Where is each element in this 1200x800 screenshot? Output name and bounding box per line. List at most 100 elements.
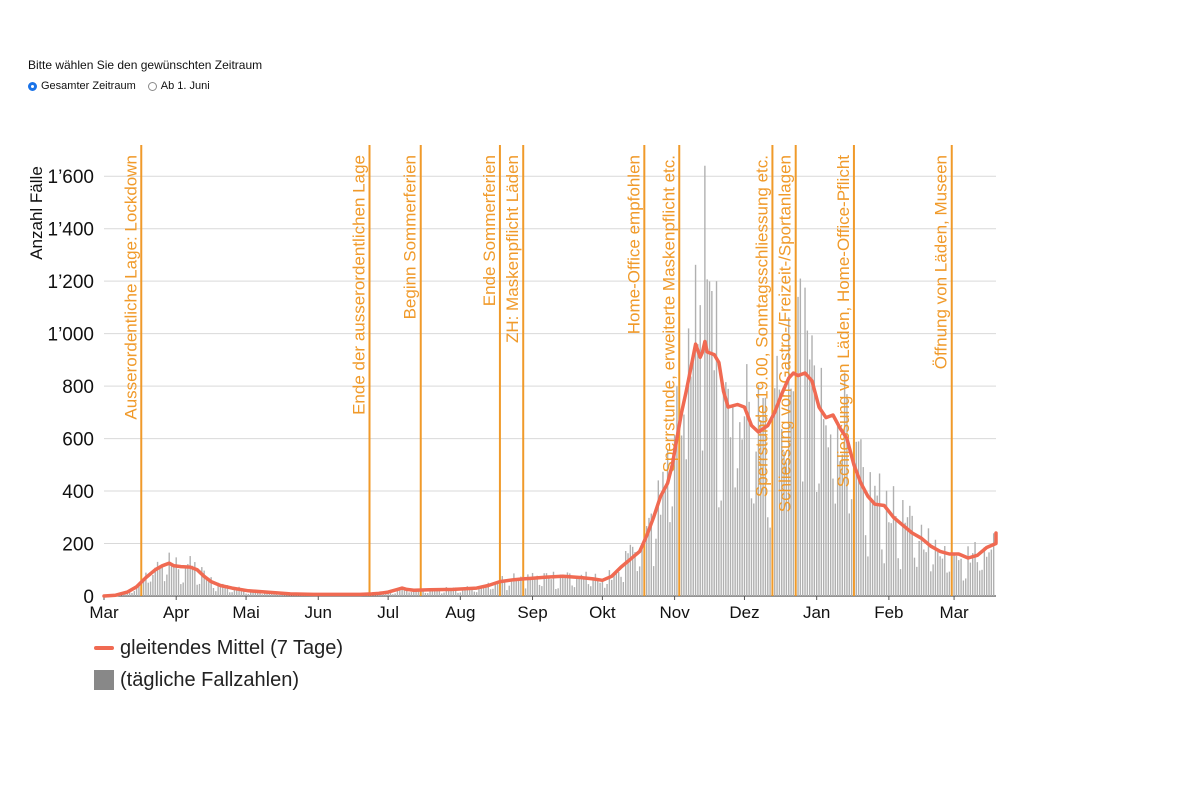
daily-case-bar: [527, 574, 529, 596]
daily-case-bar: [729, 437, 732, 596]
daily-case-bar: [958, 560, 960, 596]
daily-case-bar: [257, 591, 259, 596]
daily-case-bar: [135, 587, 138, 596]
radio-option-ab-1-juni[interactable]: Ab 1. Juni: [147, 80, 210, 92]
daily-case-bar: [673, 435, 676, 596]
daily-case-bar: [508, 585, 510, 596]
daily-case-bar: [590, 586, 592, 596]
radio-selected-icon[interactable]: [28, 81, 37, 91]
daily-case-bar: [573, 587, 576, 596]
daily-case-bar: [638, 566, 641, 596]
daily-case-bar: [466, 586, 469, 596]
daily-case-bar: [566, 572, 569, 596]
daily-case-bar: [969, 562, 972, 596]
daily-case-bar: [727, 388, 729, 596]
daily-case-bar: [976, 562, 979, 596]
daily-case-bar: [918, 540, 920, 596]
x-tick-label: Aug: [445, 603, 475, 622]
daily-case-bar: [576, 576, 578, 596]
daily-case-bar: [161, 566, 163, 596]
event-label: Schliessung von Gastro-/Freizeit-/Sporta…: [776, 155, 795, 512]
daily-case-bar: [711, 291, 713, 596]
daily-case-bar: [510, 579, 513, 596]
daily-case-bar: [501, 576, 503, 596]
daily-case-bar: [934, 539, 937, 596]
daily-case-bar: [680, 435, 683, 596]
daily-case-bar: [932, 564, 934, 596]
daily-case-bar: [683, 414, 685, 596]
daily-case-bar: [515, 580, 517, 596]
daily-case-bar: [953, 555, 955, 596]
daily-case-bar: [746, 364, 748, 596]
daily-case-bar: [620, 576, 622, 596]
daily-case-bar: [280, 594, 282, 596]
daily-case-bar: [704, 165, 706, 596]
daily-case-bar: [690, 376, 692, 596]
daily-case-bar: [552, 571, 555, 596]
event-label: Ende Sommerferien: [480, 155, 499, 306]
y-tick-label: 1’600: [48, 167, 95, 188]
radio-label-ab-1-juni: Ab 1. Juni: [160, 80, 210, 92]
daily-case-bar: [429, 588, 431, 596]
daily-case-bar: [799, 278, 802, 596]
daily-case-bar: [408, 592, 410, 596]
daily-case-bar: [410, 591, 413, 596]
daily-case-bar: [224, 586, 226, 596]
daily-case-bar: [424, 592, 427, 596]
daily-case-bar: [988, 552, 990, 596]
daily-case-bar: [955, 555, 958, 596]
daily-case-bar: [829, 434, 832, 596]
daily-case-bar: [175, 557, 177, 596]
y-tick-label: 200: [62, 535, 94, 556]
daily-case-bar: [613, 572, 615, 596]
daily-case-bar: [541, 586, 543, 596]
daily-case-bar: [538, 584, 541, 596]
daily-case-bar: [641, 546, 643, 596]
daily-case-bar: [152, 574, 154, 596]
daily-case-bar: [436, 589, 438, 596]
daily-case-bar: [254, 591, 257, 596]
legend-label-moving-average: gleitendes Mittel (7 Tage): [120, 636, 344, 659]
radio-option-gesamter-zeitraum[interactable]: Gesamter Zeitraum: [28, 80, 136, 92]
daily-case-bar: [645, 526, 648, 596]
daily-case-bar: [604, 587, 606, 596]
daily-case-bar: [676, 386, 678, 596]
daily-case-bar: [601, 579, 604, 596]
daily-case-bar: [685, 459, 687, 596]
daily-case-bar: [529, 578, 531, 596]
daily-case-bar: [869, 472, 871, 596]
radio-unselected-icon[interactable]: [147, 81, 157, 91]
daily-case-bar: [191, 565, 194, 596]
daily-case-bar: [946, 572, 948, 596]
daily-case-bar: [468, 588, 471, 596]
daily-case-bar: [406, 588, 408, 596]
daily-case-bar: [902, 500, 904, 596]
daily-case-bar: [431, 589, 434, 596]
daily-case-bar: [834, 503, 836, 596]
daily-case-bar: [142, 581, 145, 596]
daily-case-bar: [818, 483, 820, 596]
daily-case-bar: [627, 553, 629, 596]
daily-case-bar: [156, 561, 159, 596]
daily-case-bar: [797, 296, 799, 596]
daily-case-bar: [815, 491, 818, 596]
daily-case-bar: [624, 550, 627, 596]
legend-item-moving-average: gleitendes Mittel (7 Tage): [94, 632, 343, 664]
daily-case-bar: [659, 514, 662, 596]
daily-case-bar: [226, 585, 229, 596]
daily-case-bar: [492, 588, 494, 596]
daily-case-bar: [974, 542, 976, 596]
x-tick-label: Feb: [874, 603, 903, 622]
daily-case-bar: [422, 588, 424, 596]
daily-case-bar: [785, 462, 788, 596]
daily-case-bar: [897, 558, 899, 596]
daily-case-bar: [925, 552, 927, 596]
event-label: Ende der ausserordentlichen Lage: [350, 155, 369, 415]
x-tick-label: Sep: [517, 603, 547, 622]
daily-case-bar: [904, 522, 906, 596]
daily-case-bar: [482, 587, 485, 596]
daily-case-bar: [631, 546, 634, 596]
daily-case-bar: [208, 577, 210, 596]
daily-case-bar: [266, 591, 268, 596]
period-prompt: Bitte wählen Sie den gewünschten Zeitrau…: [28, 58, 263, 72]
